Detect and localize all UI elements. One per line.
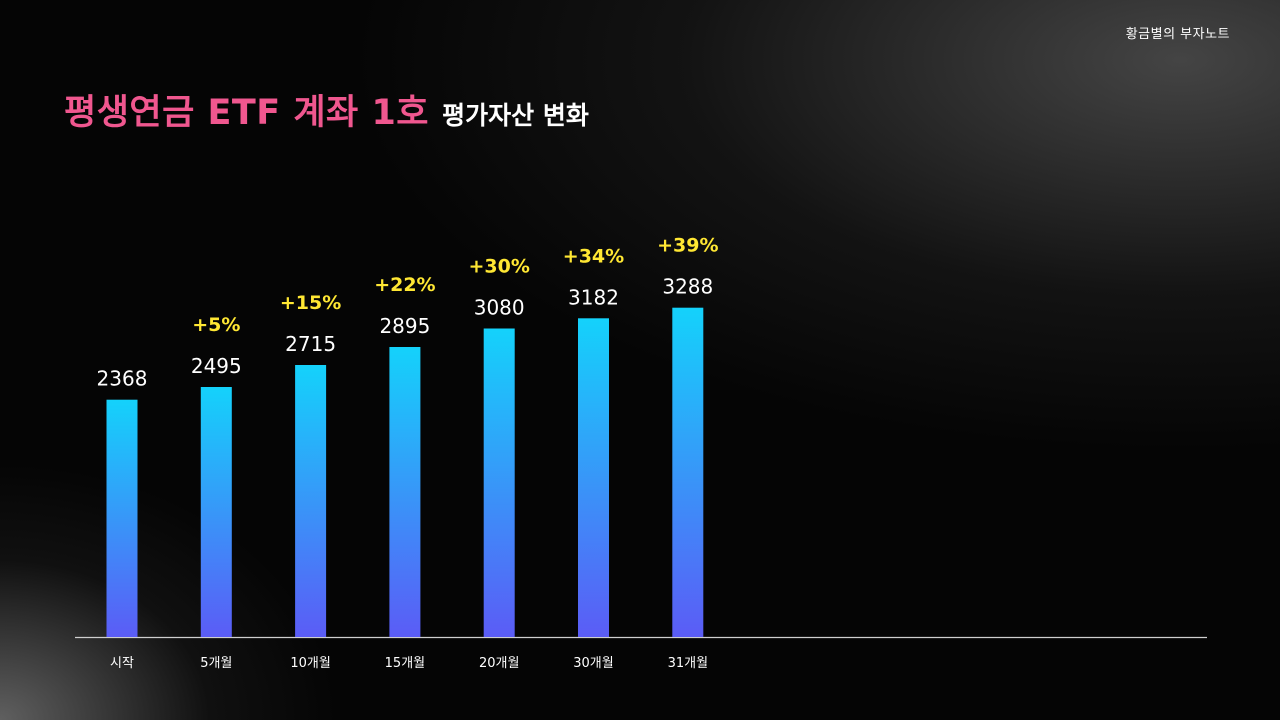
x-tick-label: 시작	[110, 656, 134, 671]
bar-7	[672, 307, 704, 637]
growth-label: +34%	[563, 245, 624, 267]
growth-label: +5%	[192, 314, 240, 336]
bar-5	[483, 328, 515, 637]
growth-label: +22%	[374, 274, 435, 296]
growth-label: +39%	[657, 235, 718, 257]
bar-3	[295, 365, 327, 637]
value-label: 3288	[662, 275, 713, 299]
x-tick-label: 31개월	[668, 656, 708, 671]
x-tick-label: 10개월	[290, 656, 330, 671]
x-tick-label: 30개월	[573, 656, 613, 671]
growth-label: +30%	[468, 256, 529, 278]
value-label: 2368	[97, 367, 148, 391]
title-subtitle: 평가자산 변화	[442, 101, 589, 130]
bar-1	[106, 399, 138, 637]
title-main: 평생연금 ETF 계좌 1호	[64, 93, 430, 133]
page-title: 평생연금 ETF 계좌 1호 평가자산 변화	[64, 84, 589, 135]
bar-2	[200, 387, 232, 637]
growth-label: +15%	[280, 292, 341, 314]
brand-label: 황금별의 부자노트	[1125, 27, 1230, 42]
value-label: 3080	[474, 296, 525, 320]
value-label: 3182	[568, 285, 619, 309]
x-tick-label: 15개월	[385, 656, 425, 671]
bar-6	[578, 318, 609, 637]
value-label: 2495	[191, 354, 242, 378]
value-label: 2715	[285, 332, 336, 356]
value-label: 2895	[379, 314, 430, 338]
bar-4	[389, 347, 421, 637]
x-tick-label: 5개월	[200, 656, 232, 671]
x-tick-label: 20개월	[479, 656, 519, 671]
